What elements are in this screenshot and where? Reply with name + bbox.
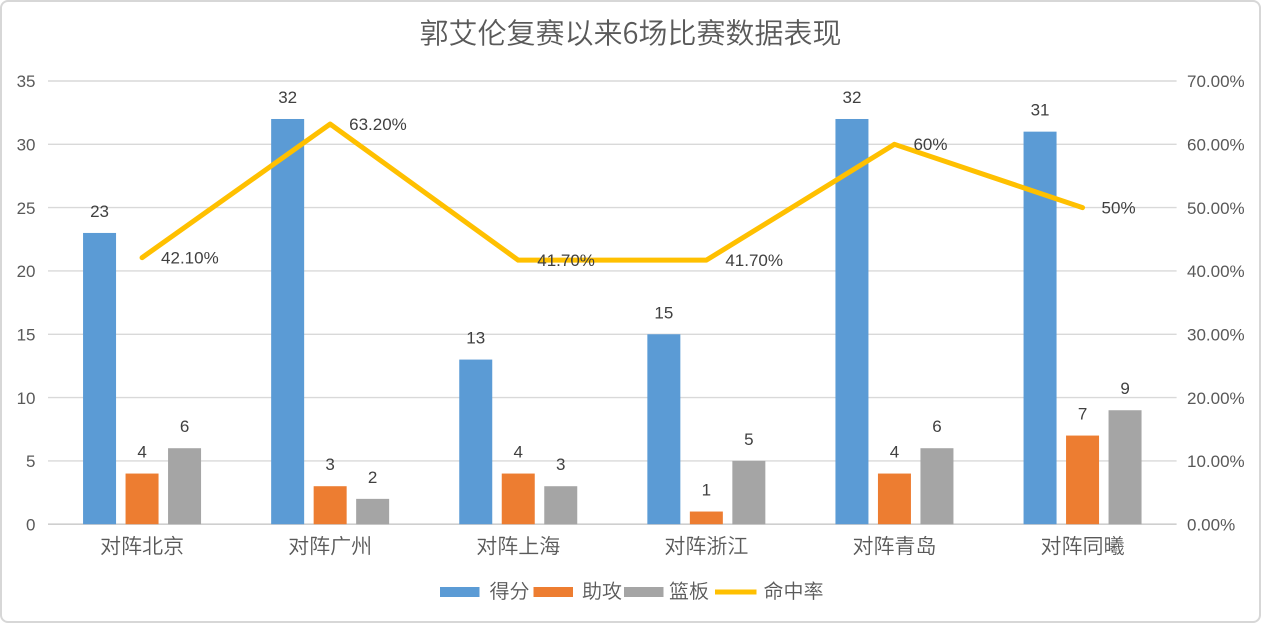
svg-text:20: 20	[17, 262, 36, 281]
svg-text:9: 9	[1120, 379, 1129, 398]
svg-text:42.10%: 42.10%	[161, 248, 219, 267]
svg-text:7: 7	[1078, 405, 1087, 424]
svg-text:0: 0	[26, 515, 35, 534]
svg-text:30: 30	[17, 136, 36, 155]
svg-text:10: 10	[17, 389, 36, 408]
svg-text:41.70%: 41.70%	[725, 251, 783, 270]
svg-text:2: 2	[368, 468, 377, 487]
svg-text:3: 3	[325, 455, 334, 474]
svg-text:70.00%: 70.00%	[1187, 72, 1245, 91]
svg-text:32: 32	[278, 88, 297, 107]
svg-text:60.00%: 60.00%	[1187, 136, 1245, 155]
svg-text:15: 15	[654, 303, 673, 322]
svg-text:35: 35	[17, 72, 36, 91]
svg-text:63.20%: 63.20%	[349, 115, 407, 134]
svg-text:4: 4	[890, 443, 899, 462]
svg-text:5: 5	[744, 430, 753, 449]
svg-text:50%: 50%	[1102, 198, 1136, 217]
svg-text:0.00%: 0.00%	[1187, 515, 1235, 534]
svg-text:15: 15	[17, 326, 36, 345]
svg-text:5: 5	[26, 452, 35, 471]
svg-text:30.00%: 30.00%	[1187, 326, 1245, 345]
svg-text:32: 32	[842, 88, 861, 107]
svg-text:31: 31	[1031, 101, 1050, 120]
svg-text:41.70%: 41.70%	[537, 251, 595, 270]
svg-text:3: 3	[556, 455, 565, 474]
svg-text:25: 25	[17, 199, 36, 218]
svg-text:1: 1	[702, 481, 711, 500]
svg-text:6: 6	[180, 417, 189, 436]
svg-text:20.00%: 20.00%	[1187, 389, 1245, 408]
svg-text:10.00%: 10.00%	[1187, 452, 1245, 471]
svg-text:50.00%: 50.00%	[1187, 199, 1245, 218]
svg-text:13: 13	[466, 329, 485, 348]
svg-text:40.00%: 40.00%	[1187, 262, 1245, 281]
svg-text:23: 23	[90, 202, 109, 221]
svg-text:60%: 60%	[913, 135, 947, 154]
svg-text:4: 4	[137, 443, 146, 462]
svg-text:6: 6	[932, 417, 941, 436]
svg-text:4: 4	[514, 443, 523, 462]
